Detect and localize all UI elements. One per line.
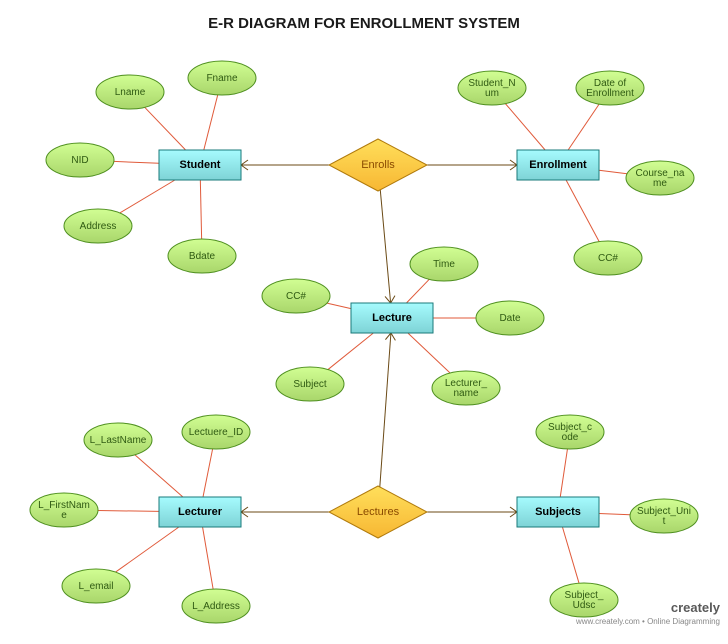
attr-edge [599, 514, 630, 515]
attribute-label: CC# [286, 291, 306, 302]
attribute-label: L_LastName [90, 435, 147, 446]
attr-edge [200, 180, 201, 239]
attr-edge [203, 527, 214, 589]
attribute-label: Subject [293, 379, 327, 390]
attr-edge [116, 527, 179, 572]
attr-edge [145, 107, 186, 150]
shapes-layer: Enrolls Lectures Student Enrollment Lecture L… [30, 61, 698, 623]
relationship-label: Lectures [357, 506, 400, 518]
entity-label: Enrollment [529, 159, 587, 171]
attribute-label: Time [433, 259, 455, 270]
attribute-label: Address [80, 221, 117, 232]
attribute-label: Date [499, 313, 521, 324]
attr-edge [568, 104, 599, 150]
attr-edge [566, 180, 599, 242]
attr-edge [327, 303, 351, 309]
attr-edge [98, 510, 159, 511]
attribute-label: CC# [598, 253, 618, 264]
attribute-label: Bdate [189, 251, 216, 262]
attr-edge [114, 161, 159, 163]
attr-edge [560, 449, 567, 497]
entity-label: Student [180, 159, 221, 171]
attr-edge [120, 180, 175, 213]
attr-edge [406, 279, 429, 303]
rel-edge [380, 333, 391, 487]
relationship-label: Enrolls [361, 159, 395, 171]
attribute-label: Lectuere_ID [189, 427, 243, 438]
attribute-label: L_email [78, 581, 113, 592]
attribute-label: L_Address [192, 601, 240, 612]
attr-edge [328, 333, 373, 370]
attr-edge [135, 455, 183, 497]
rel-edge [380, 190, 390, 303]
attr-edge [203, 449, 213, 497]
creately-logo: creately [671, 600, 721, 615]
creately-footer: www.creately.com • Online Diagramming [575, 617, 720, 626]
entity-label: Lecturer [178, 506, 223, 518]
attr-edge [204, 95, 218, 150]
entity-label: Subjects [535, 506, 581, 518]
attr-edge [562, 527, 579, 583]
diagram-title: E-R DIAGRAM FOR ENROLLMENT SYSTEM [208, 15, 520, 32]
attribute-label: Lname [115, 87, 146, 98]
entity-label: Lecture [372, 312, 412, 324]
attr-edge [408, 333, 450, 373]
attribute-label: Fname [206, 73, 238, 84]
attr-edge [599, 170, 627, 174]
attribute-label: NID [71, 155, 88, 166]
er-diagram: Enrolls Lectures Student Enrollment Lecture L… [0, 0, 728, 644]
attr-edge [505, 104, 545, 150]
